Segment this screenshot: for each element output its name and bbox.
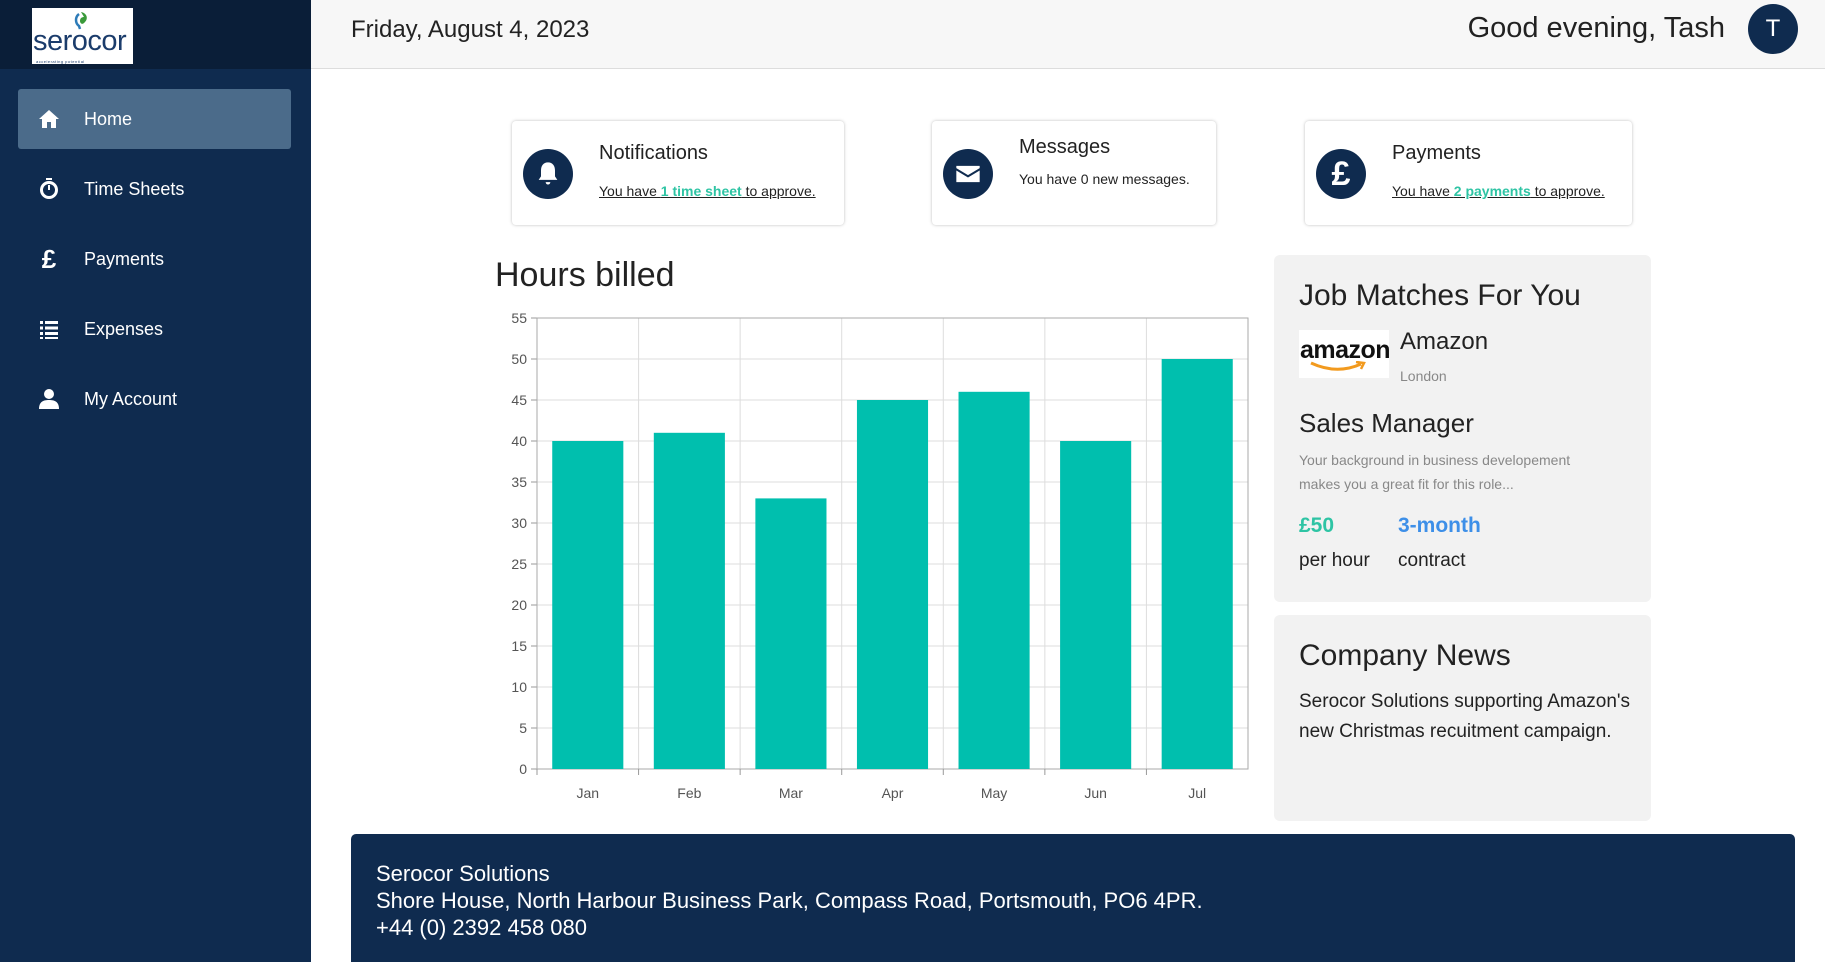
- y-tick-label: 15: [511, 638, 527, 654]
- sidebar-item-payments[interactable]: £ Payments: [18, 229, 291, 289]
- payments-text: You have 2 payments to approve.: [1392, 183, 1605, 199]
- notifications-title: Notifications: [599, 142, 708, 164]
- hours-billed-chart: 0 5 10 15 20 25 30 35 40 45 50 55 Jan Feb Mar Apr May Jun…: [511, 310, 1249, 801]
- bell-icon: [523, 149, 573, 199]
- stopwatch-icon: [36, 176, 62, 202]
- sidebar-item-expenses[interactable]: Expenses: [18, 299, 291, 359]
- x-tick-label: Jun: [1084, 785, 1107, 801]
- y-tick-label: 50: [511, 351, 527, 367]
- bar-jan: [552, 441, 624, 769]
- sidebar: serocor accelerating potential Home Time…: [0, 0, 311, 962]
- bar-may: [958, 391, 1030, 769]
- leaf-icon: [74, 12, 87, 30]
- news-body: Serocor Solutions supporting Amazon's ne…: [1299, 691, 1631, 742]
- logo-word: serocor: [33, 25, 127, 57]
- contract-term-unit: contract: [1398, 550, 1466, 571]
- company-name: Amazon: [1400, 328, 1489, 355]
- job-matches-heading: Job Matches For You: [1299, 279, 1581, 312]
- bar-feb: [653, 432, 725, 769]
- pay-rate-unit: per hour: [1299, 550, 1370, 571]
- sidebar-item-time-sheets[interactable]: Time Sheets: [18, 159, 291, 219]
- greeting: Good evening, Tash: [1467, 12, 1725, 44]
- job-matches-panel: Job Matches For You amazon Amazon London…: [1274, 255, 1651, 602]
- y-tick-label: 10: [511, 679, 527, 695]
- messages-text: You have 0 new messages.: [1019, 171, 1190, 187]
- envelope-icon: [943, 149, 993, 199]
- avatar[interactable]: T: [1748, 4, 1798, 54]
- notifications-text: You have 1 time sheet to approve.: [599, 183, 816, 199]
- serocor-logo[interactable]: serocor accelerating potential: [32, 8, 133, 64]
- bar-jul: [1161, 359, 1233, 769]
- sidebar-item-my-account[interactable]: My Account: [18, 369, 291, 429]
- y-tick-label: 25: [511, 556, 527, 572]
- sidebar-item-home[interactable]: Home: [18, 89, 291, 149]
- job-description: Your background in business developement…: [1299, 452, 1571, 492]
- bar-jun: [1060, 441, 1132, 769]
- footer-address: Shore House, North Harbour Business Park…: [376, 888, 1203, 913]
- x-tick-label: Mar: [779, 785, 803, 801]
- notifications-card[interactable]: Notifications You have 1 time sheet to a…: [512, 121, 844, 225]
- payments-card[interactable]: £ Payments You have 2 payments to approv…: [1305, 121, 1632, 225]
- x-tick-label: Feb: [677, 785, 701, 801]
- logo-area: serocor accelerating potential: [0, 0, 311, 69]
- company-news-panel: Company News Serocor Solutions supportin…: [1274, 615, 1651, 821]
- y-tick-label: 0: [519, 761, 527, 777]
- sidebar-item-label: Expenses: [84, 318, 164, 339]
- x-tick-label: Jul: [1188, 785, 1206, 801]
- company-news-heading: Company News: [1299, 639, 1511, 672]
- job-location: London: [1400, 368, 1447, 384]
- sidebar-nav: Home Time Sheets £ Payments Expenses My …: [0, 89, 311, 429]
- y-tick-label: 55: [511, 310, 527, 326]
- user-icon: [36, 386, 62, 412]
- sidebar-item-label: Payments: [84, 248, 165, 269]
- y-tick-label: 40: [511, 433, 527, 449]
- pound-icon: £: [1316, 149, 1366, 199]
- y-tick-label: 20: [511, 597, 527, 613]
- sidebar-item-label: Home: [84, 108, 133, 129]
- x-tick-label: May: [981, 785, 1007, 801]
- home-icon: [36, 106, 62, 132]
- logo-tagline: accelerating potential: [36, 59, 85, 64]
- sidebar-item-label: My Account: [84, 388, 178, 409]
- current-date: Friday, August 4, 2023: [351, 16, 590, 43]
- y-tick-label: 5: [519, 720, 527, 736]
- messages-title: Messages: [1019, 136, 1111, 158]
- pay-rate: £50: [1299, 514, 1335, 537]
- footer-company: Serocor Solutions: [376, 861, 550, 886]
- y-tick-label: 35: [511, 474, 527, 490]
- chart-title: Hours billed: [495, 256, 675, 294]
- footer: Serocor Solutions Shore House, North Har…: [351, 834, 1795, 962]
- time-sheet-link[interactable]: 1 time sheet: [660, 183, 742, 199]
- messages-card[interactable]: Messages You have 0 new messages.: [932, 121, 1216, 225]
- pound-icon: £: [41, 244, 57, 274]
- footer-phone: +44 (0) 2392 458 080: [376, 915, 588, 940]
- y-tick-label: 30: [511, 515, 527, 531]
- x-tick-label: Jan: [576, 785, 599, 801]
- y-tick-label: 45: [511, 392, 527, 408]
- bar-apr: [856, 400, 929, 769]
- x-tick-label: Apr: [882, 785, 904, 801]
- top-header: Friday, August 4, 2023 Good evening, Tas…: [311, 0, 1825, 69]
- smile-icon: [1310, 361, 1366, 371]
- amazon-logo[interactable]: amazon: [1299, 330, 1391, 378]
- job-role[interactable]: Sales Manager: [1299, 408, 1474, 438]
- bar-mar: [755, 498, 827, 769]
- payments-title: Payments: [1392, 142, 1481, 164]
- payments-link[interactable]: 2 payments: [1453, 183, 1531, 199]
- list-icon: [36, 316, 62, 342]
- sidebar-item-label: Time Sheets: [84, 178, 185, 199]
- contract-term: 3-month: [1398, 514, 1481, 537]
